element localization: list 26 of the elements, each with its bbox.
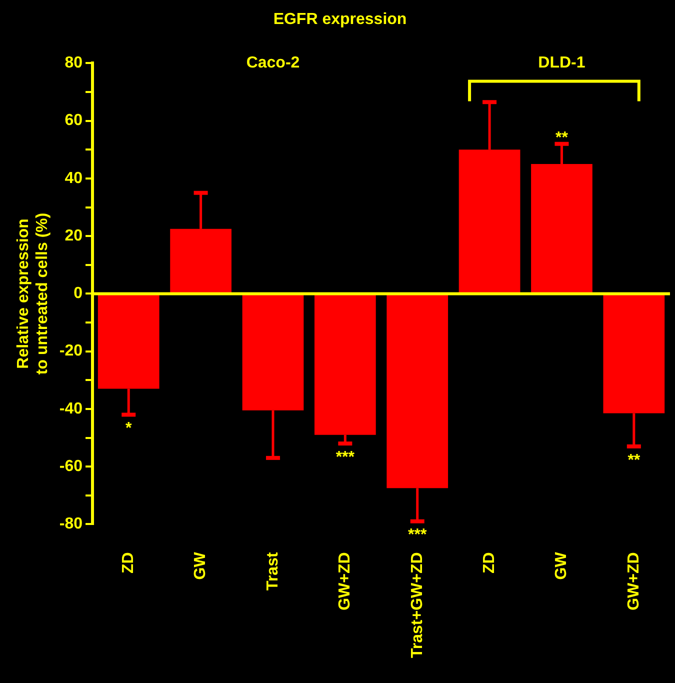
x-tick-label: GW [192,551,210,580]
annotation: DLD-1 [538,54,586,72]
y-tick-label: 0 [74,285,83,302]
y-axis-title: Relative expression to untreated cells (%) [15,212,52,375]
x-tick-label: Trast [264,552,282,590]
data-label: ** [628,452,641,469]
y-tick-label: -40 [59,400,83,418]
y-tick-label: -60 [59,458,83,475]
y-tick-label: -80 [59,516,83,533]
x-tick-label: GW [553,551,570,580]
data-label: ** [555,129,569,146]
x-tick-label: GW+ZD [625,552,642,610]
y-tick-label: 60 [64,112,83,130]
x-tick-label: Trast+GW+ZD [408,552,426,658]
annotation: Caco-2 [246,54,300,72]
y-tick-label: 80 [64,54,83,72]
y-tick-label: 20 [64,227,83,244]
chart-title: EGFR expression [273,11,407,28]
data-label: *** [336,448,356,466]
y-tick-label: -20 [59,342,83,360]
x-tick-label: ZD [120,552,138,574]
data-label: *** [408,526,428,544]
x-tick-label: GW+ZD [336,552,354,610]
y-tick-label: 40 [64,170,83,187]
data-label: * [126,420,132,438]
x-tick-label: ZD [480,552,498,574]
